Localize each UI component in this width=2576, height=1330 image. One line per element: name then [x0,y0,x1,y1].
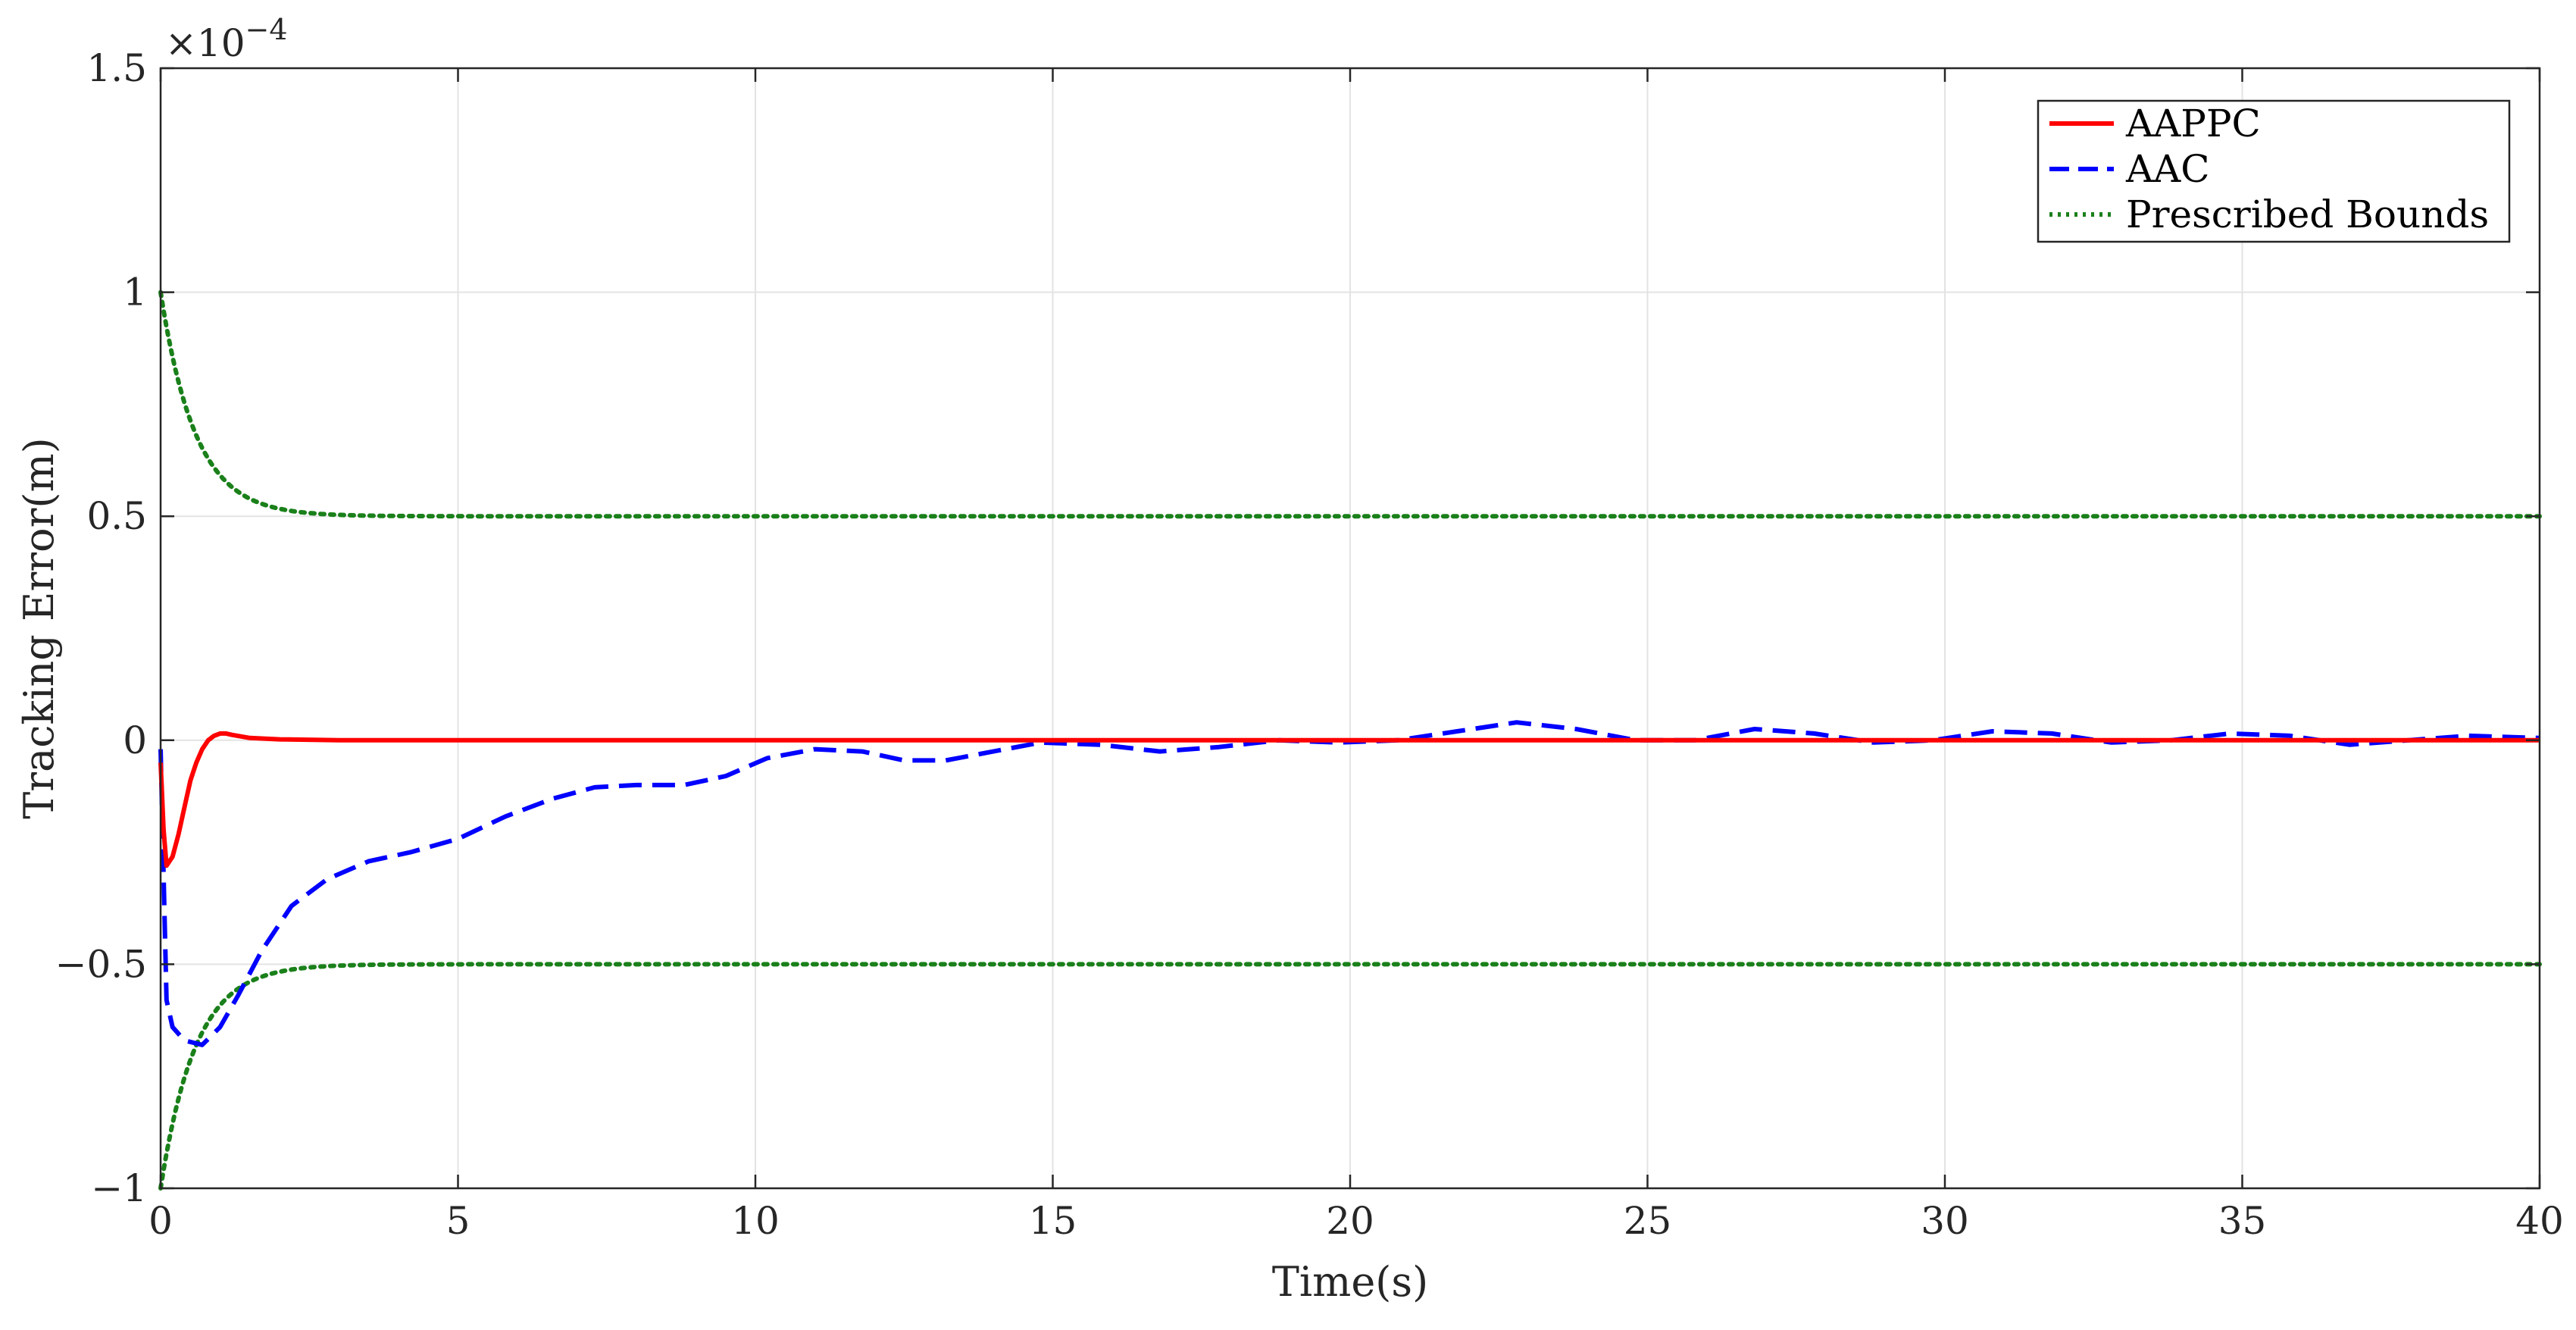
y-exponent-power: −4 [245,13,288,46]
legend-label-prescribed-bounds: Prescribed Bounds [2126,192,2489,236]
legend-label-aappc: AAPPC [2125,102,2261,146]
y-axis-label: Tracking Error(m) [15,437,63,818]
axis-ticks: 0 5 10 15 20 25 30 35 40 −1 −0.5 0 0.5 1 1.5 [55,46,2564,1243]
series-layer [158,289,2542,1191]
y-tick-label: 1.5 [86,46,147,90]
x-tick-label: 0 [148,1199,173,1243]
x-axis-label: Time(s) [1272,1258,1428,1306]
x-tick-label: 35 [2218,1199,2267,1243]
x-tick-label: 25 [1624,1199,1672,1243]
x-tick-label: 10 [731,1199,780,1243]
y-tick-label: 1 [123,271,147,315]
x-tick-label: 20 [1326,1199,1374,1243]
series-line-aappc [158,731,2540,868]
x-tick-label: 40 [2515,1199,2564,1243]
legend-label-aac: AAC [2125,147,2209,191]
series-line-prescribed-bounds-lower [158,962,2542,1191]
y-tick-label: −1 [91,1166,147,1210]
x-tick-label: 15 [1029,1199,1077,1243]
y-tick-label: 0 [123,718,147,762]
series-line-aac [158,720,2540,1047]
x-tick-label: 5 [446,1199,470,1243]
y-tick-label: 0.5 [86,494,147,538]
legend: AAPPC AAC Prescribed Bounds [2037,99,2511,243]
y-tick-label: −0.5 [55,942,147,986]
legend-box [2037,99,2511,243]
series-line-prescribed-bounds-upper [158,289,2542,519]
x-tick-label: 30 [1921,1199,1969,1243]
y-exponent-label: ×10−4 [165,13,288,65]
